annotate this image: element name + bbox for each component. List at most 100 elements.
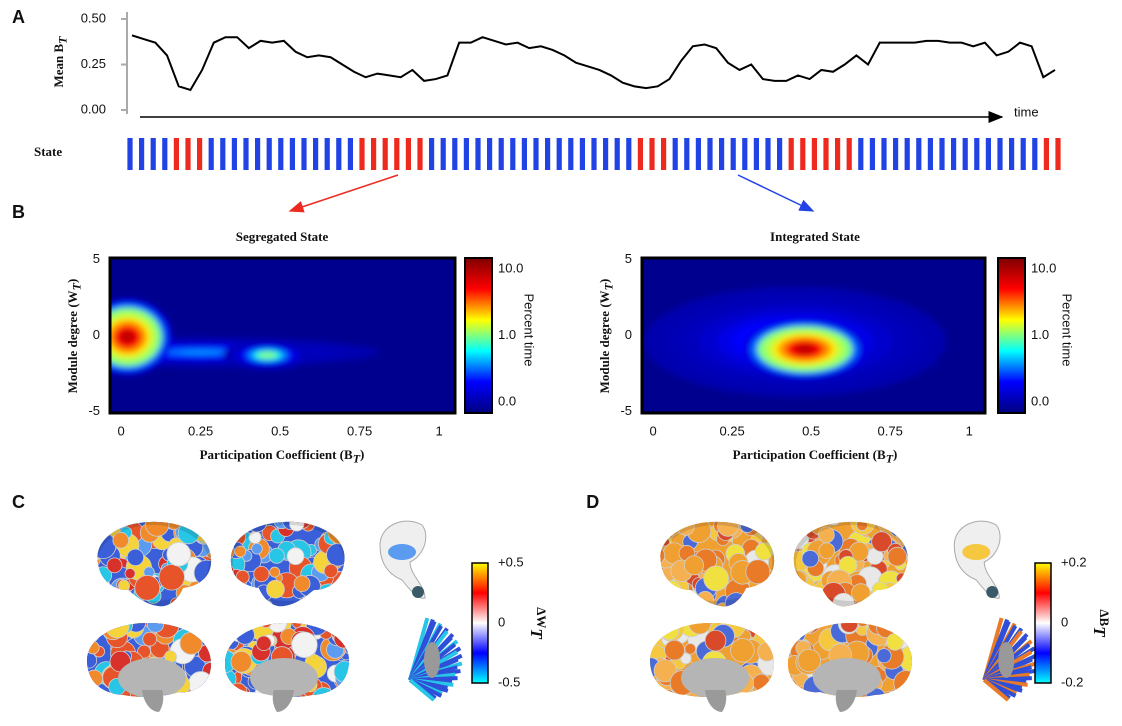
y-tick-label: 0.50 xyxy=(81,10,106,25)
state-bar xyxy=(151,138,156,170)
state-bar xyxy=(847,138,852,170)
parcel xyxy=(906,692,924,710)
parcel xyxy=(337,584,353,600)
parcel xyxy=(872,582,888,598)
parcel xyxy=(221,587,243,609)
parcel xyxy=(337,515,352,530)
parcel xyxy=(250,596,261,607)
y-tick-label: -5 xyxy=(620,403,632,418)
state-bar xyxy=(858,138,863,170)
parcel xyxy=(769,693,784,708)
parcel xyxy=(336,692,358,714)
state-bar xyxy=(383,138,388,170)
parcel xyxy=(223,634,239,650)
parcel xyxy=(666,600,676,610)
parcel xyxy=(772,575,783,586)
y-axis-label-text: Mean B xyxy=(51,44,66,88)
colorbar-label: Percent time xyxy=(522,294,537,367)
x-tick-label: 1 xyxy=(966,423,973,438)
parcel xyxy=(111,704,124,717)
parcel xyxy=(236,570,249,583)
parcel xyxy=(179,600,196,617)
parcel xyxy=(762,625,774,637)
parcel xyxy=(230,700,246,716)
parcel xyxy=(819,543,835,559)
figure: A0.000.250.50Mean BTtimeStateBSegregated… xyxy=(0,0,1122,726)
parcel xyxy=(212,598,222,608)
parcel xyxy=(97,508,121,532)
state-bar xyxy=(719,138,724,170)
parcel xyxy=(343,621,356,634)
panel-label: B xyxy=(12,202,25,222)
parcel xyxy=(194,612,218,636)
parcel xyxy=(665,640,685,660)
parcel xyxy=(299,600,318,619)
parcel xyxy=(791,514,802,525)
parcel xyxy=(737,699,759,721)
parcel xyxy=(689,612,711,634)
parcel xyxy=(173,693,186,706)
parcel xyxy=(705,630,726,651)
line xyxy=(132,35,1055,90)
parcel xyxy=(251,700,275,724)
parcel xyxy=(744,601,758,615)
parcel xyxy=(246,695,270,719)
parcel xyxy=(166,696,187,717)
state-bar xyxy=(591,138,596,170)
state-bar xyxy=(881,138,886,170)
parcel xyxy=(886,634,903,651)
parcel xyxy=(854,601,870,617)
density-level xyxy=(798,346,812,353)
parcel xyxy=(886,589,910,613)
state-bar xyxy=(1009,138,1014,170)
state-bar xyxy=(174,138,179,170)
state-bar xyxy=(255,138,260,170)
parcel xyxy=(766,683,783,700)
colorbar xyxy=(465,258,492,413)
x-axis-label-end: ) xyxy=(360,447,364,462)
state-bar xyxy=(1044,138,1049,170)
parcel xyxy=(640,556,662,578)
parcel xyxy=(878,691,903,716)
parcel xyxy=(642,572,666,596)
state-bar xyxy=(406,138,411,170)
state-bar xyxy=(580,138,585,170)
strip-label: State xyxy=(34,144,62,159)
parcel xyxy=(681,701,695,715)
parcel xyxy=(341,571,366,596)
parcel xyxy=(818,698,833,713)
x-axis-label: Participation Coefficient (BT) xyxy=(200,447,365,466)
state-bar xyxy=(499,138,504,170)
y-axis-label: Module degree (WT) xyxy=(597,279,616,394)
state-bar xyxy=(997,138,1002,170)
parcel xyxy=(654,586,677,609)
parcel xyxy=(765,688,788,711)
parcel xyxy=(85,598,99,612)
colorbar-tick-label: 0.0 xyxy=(498,394,516,409)
state-bar xyxy=(800,138,805,170)
panel-label: D xyxy=(586,492,599,512)
state-bar xyxy=(754,138,759,170)
parcel xyxy=(803,590,828,615)
state-bar xyxy=(870,138,875,170)
state-bar xyxy=(522,138,527,170)
parcel xyxy=(685,643,696,654)
parcel xyxy=(678,596,699,617)
parcel xyxy=(86,670,103,687)
colorbar-tick-label: +0.5 xyxy=(498,554,524,569)
state-bar xyxy=(243,138,248,170)
parcel xyxy=(269,548,284,563)
x-tick-label: 0 xyxy=(649,423,656,438)
state-bar xyxy=(939,138,944,170)
state-bar xyxy=(475,138,480,170)
colorbar xyxy=(472,563,488,683)
parcel xyxy=(180,632,202,654)
state-bar xyxy=(951,138,956,170)
y-axis-label-end: ) xyxy=(597,279,612,283)
y-axis-label-sub: T xyxy=(55,36,69,44)
parcel xyxy=(334,661,355,682)
parcel xyxy=(663,591,678,606)
parcel xyxy=(894,671,919,696)
parcel xyxy=(766,578,777,589)
parcel xyxy=(292,632,317,657)
